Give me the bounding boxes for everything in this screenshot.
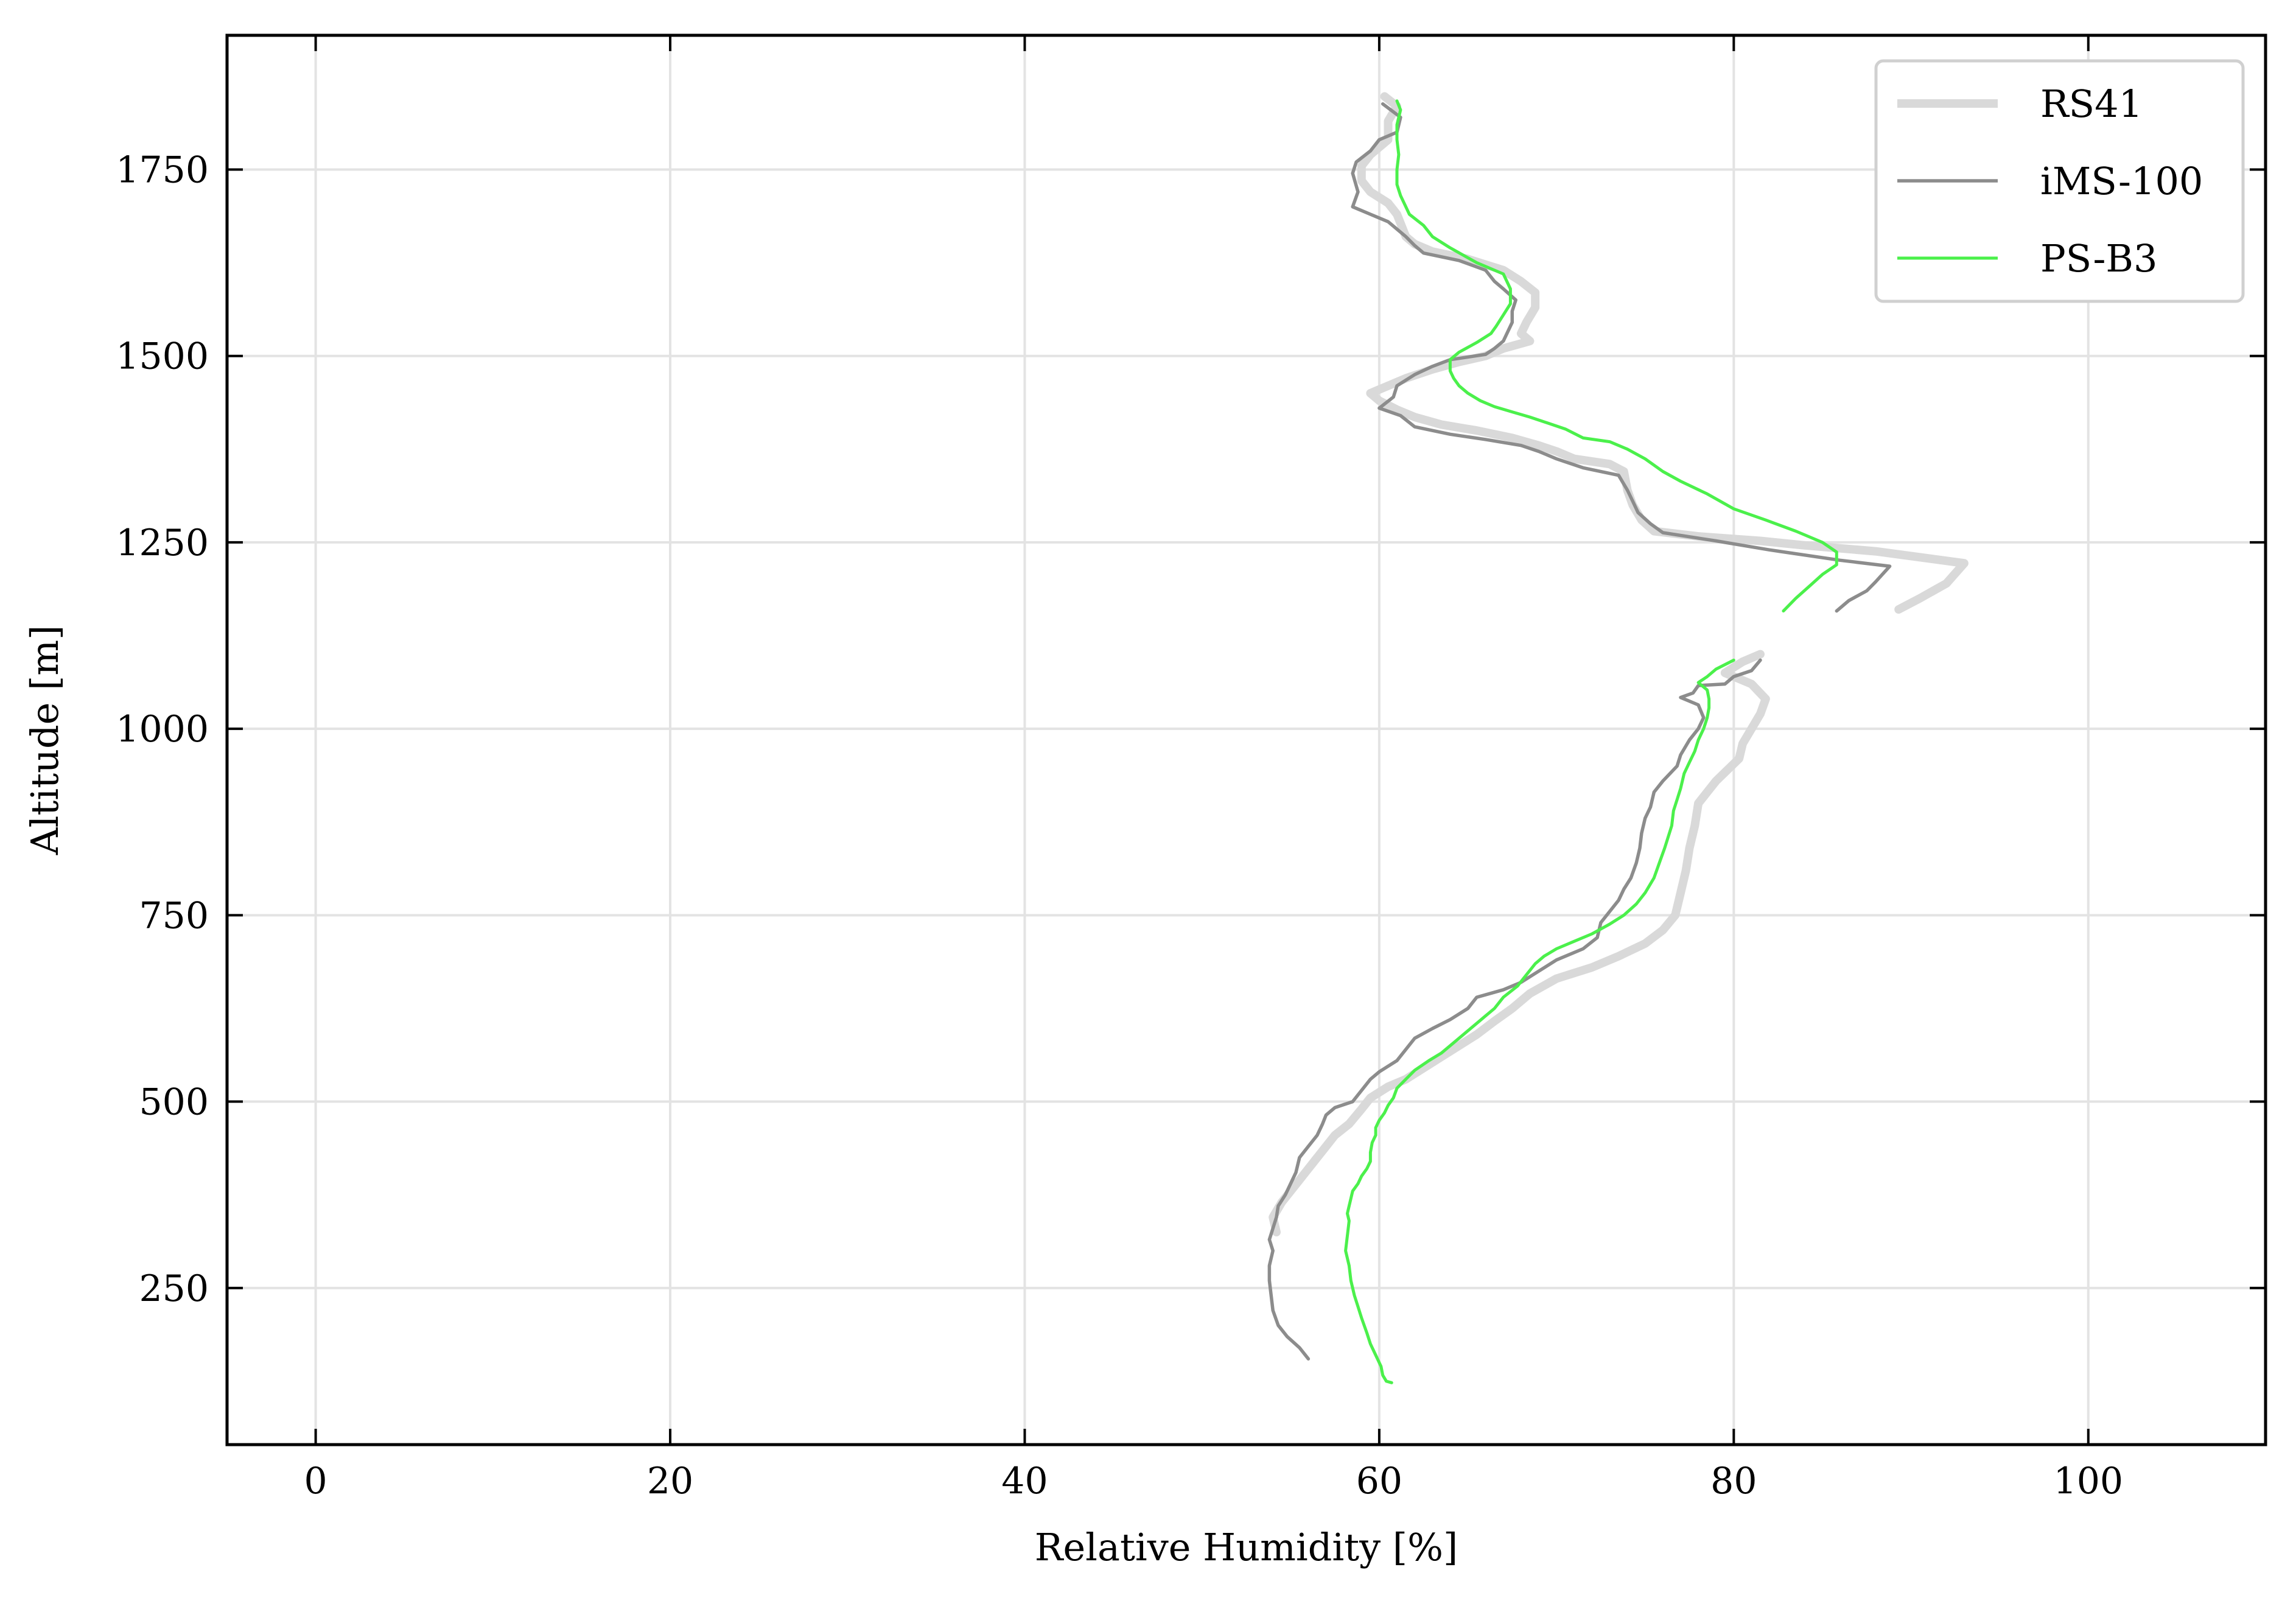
x-axis-label: Relative Humidity [%] <box>1035 1525 1458 1569</box>
plot-frame <box>225 33 2267 1446</box>
y-tick-label: 1250 <box>116 522 209 564</box>
x-tick-label: 40 <box>1001 1460 1048 1502</box>
y-tick-label: 1750 <box>116 149 209 191</box>
series-ps-b3 <box>1344 99 1838 1384</box>
legend-label: PS-B3 <box>2040 236 2157 281</box>
x-tick-label: 80 <box>1710 1460 1757 1502</box>
legend: RS41 iMS-100 PS-B3 <box>1874 59 2245 303</box>
legend-box <box>1874 59 2245 303</box>
x-tick-label: 0 <box>304 1460 327 1502</box>
y-tick-label: 500 <box>139 1081 209 1124</box>
axis-ticks: 0 20 40 60 80 100 250 500 750 1000 1250 1500 1750 <box>116 35 2266 1502</box>
y-tick-label: 1500 <box>116 335 209 378</box>
series-line <box>1269 650 1770 1236</box>
series-line <box>1395 99 1838 613</box>
series-line <box>1351 102 1892 613</box>
y-tick-label: 250 <box>139 1267 209 1310</box>
x-tick-label: 20 <box>647 1460 693 1502</box>
legend-label: iMS-100 <box>2040 159 2203 203</box>
y-axis-label: Altitude [m] <box>23 625 67 855</box>
y-tick-label: 1000 <box>116 708 209 751</box>
series-line <box>1344 658 1735 1384</box>
legend-label: RS41 <box>2040 82 2143 126</box>
y-tick-label: 750 <box>139 894 209 937</box>
x-tick-label: 100 <box>2054 1460 2124 1502</box>
series-line <box>1267 658 1762 1361</box>
x-tick-label: 60 <box>1356 1460 1402 1502</box>
series-ims-100 <box>1267 102 1892 1361</box>
grid <box>227 35 2266 1445</box>
data-series <box>1267 92 1969 1384</box>
